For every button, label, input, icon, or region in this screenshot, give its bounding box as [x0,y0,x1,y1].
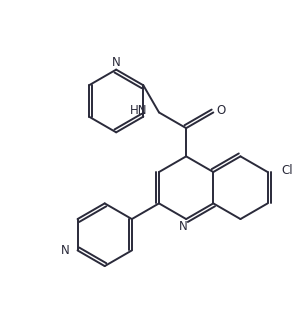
Text: N: N [179,220,188,233]
Text: N: N [61,244,70,257]
Text: Cl: Cl [281,164,293,177]
Text: N: N [112,55,121,68]
Text: HN: HN [130,104,148,117]
Text: O: O [216,104,226,117]
